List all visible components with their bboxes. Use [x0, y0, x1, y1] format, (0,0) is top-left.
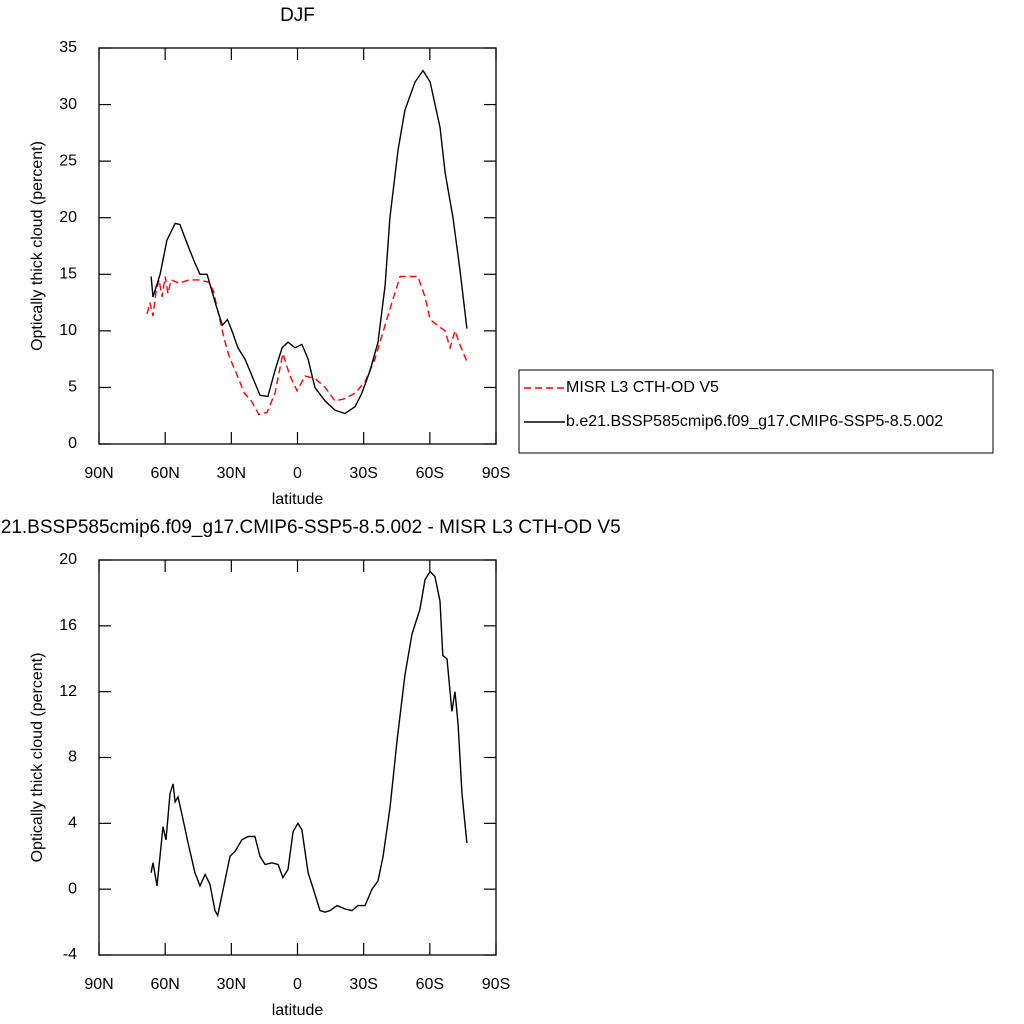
- chart-title: b.e21.BSSP585cmip6.f09_g17.CMIP6-SSP5-8.…: [0, 517, 621, 538]
- x-tick-label: 60N: [150, 976, 179, 993]
- y-axis-label: Optically thick cloud (percent): [29, 141, 46, 351]
- x-tick-label: 30N: [217, 976, 246, 993]
- x-tick-label: 60S: [416, 976, 444, 993]
- y-tick-label: 0: [68, 435, 77, 452]
- plot-frame: [98, 47, 497, 445]
- y-tick-label: 5: [68, 379, 77, 396]
- x-tick-label: 60N: [150, 465, 179, 482]
- y-tick-label: 4: [68, 815, 77, 832]
- y-axis-label: Optically thick cloud (percent): [29, 653, 46, 863]
- y-tick-label: -4: [63, 946, 77, 963]
- plot-frame: [98, 559, 497, 956]
- y-tick-label: 16: [59, 617, 77, 634]
- x-tick-label: 90S: [482, 465, 510, 482]
- y-tick-label: 25: [59, 152, 77, 169]
- legend-label: MISR L3 CTH-OD V5: [566, 379, 719, 396]
- x-tick-label: 60S: [416, 465, 444, 482]
- y-tick-label: 0: [68, 880, 77, 897]
- chart-title: DJF: [280, 5, 315, 26]
- x-tick-label: 30S: [349, 976, 377, 993]
- y-tick-label: 15: [59, 266, 77, 283]
- y-tick-label: 20: [59, 551, 77, 568]
- x-tick-label: 90S: [482, 976, 510, 993]
- y-tick-label: 30: [59, 96, 77, 113]
- y-tick-label: 35: [59, 39, 77, 56]
- y-tick-label: 20: [59, 209, 77, 226]
- legend-label: b.e21.BSSP585cmip6.f09_g17.CMIP6-SSP5-8.…: [566, 413, 943, 430]
- data-line: [146, 275, 468, 416]
- data-line: [150, 570, 468, 918]
- data-line: [150, 69, 468, 415]
- x-tick-label: 0: [293, 976, 302, 993]
- x-axis-label: latitude: [272, 491, 324, 508]
- x-tick-label: 30S: [349, 465, 377, 482]
- x-tick-label: 90N: [84, 976, 113, 993]
- x-tick-label: 0: [293, 465, 302, 482]
- legend-box: [518, 369, 994, 454]
- x-tick-label: 90N: [84, 465, 113, 482]
- y-tick-label: 12: [59, 683, 77, 700]
- x-axis-label: latitude: [272, 1002, 324, 1019]
- y-tick-label: 10: [59, 322, 77, 339]
- y-tick-label: 8: [68, 749, 77, 766]
- x-tick-label: 30N: [217, 465, 246, 482]
